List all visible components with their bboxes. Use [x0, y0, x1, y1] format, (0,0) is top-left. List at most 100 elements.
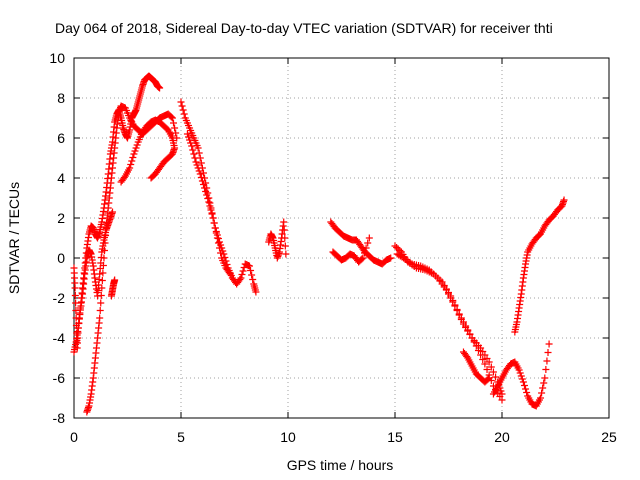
data-point: [211, 224, 219, 232]
data-point: [545, 340, 553, 348]
y-tick-label: -6: [53, 370, 66, 386]
data-point: [101, 239, 109, 247]
data-point: [96, 314, 104, 322]
data-point: [184, 133, 192, 141]
y-tick-label: 4: [57, 170, 65, 186]
data-point: [131, 147, 139, 155]
data-point: [207, 206, 215, 214]
data-point: [398, 253, 406, 261]
data-point: [195, 167, 203, 175]
data-point: [172, 129, 180, 137]
data-point: [170, 119, 178, 127]
x-tick-label: 15: [387, 429, 403, 445]
series-arc-final-rise: [511, 196, 568, 336]
data-point: [484, 375, 492, 383]
data-point: [247, 267, 255, 274]
data-point: [483, 366, 491, 373]
data-point: [71, 292, 79, 299]
data-point: [178, 102, 186, 110]
data-point: [225, 269, 233, 276]
data-point: [481, 360, 489, 368]
data-point: [387, 254, 395, 262]
x-tick-label: 10: [280, 429, 296, 445]
series-arc-deep-plunge: [83, 102, 181, 416]
data-point: [523, 389, 531, 396]
data-point: [449, 298, 457, 306]
data-point: [156, 84, 164, 92]
data-point: [515, 366, 523, 374]
data-point: [204, 195, 212, 202]
data-point: [498, 396, 506, 404]
series-arc-final-dip: [489, 340, 553, 410]
data-point: [99, 262, 107, 269]
data-point: [130, 150, 138, 158]
data-point: [199, 169, 207, 177]
data-point: [282, 250, 290, 258]
data-point: [197, 174, 205, 181]
data-point: [71, 284, 79, 292]
data-point: [102, 232, 110, 239]
y-tick-label: -8: [53, 410, 66, 426]
data-point: [201, 184, 209, 192]
data-point: [202, 188, 210, 195]
data-point: [127, 161, 135, 168]
data-point: [280, 218, 288, 226]
data-point: [560, 196, 568, 204]
data-point: [132, 144, 140, 152]
y-axis-label: SDTVAR / TECUs: [6, 182, 22, 294]
data-point: [183, 130, 191, 138]
data-point: [451, 302, 459, 310]
data-point: [96, 307, 104, 314]
data-point: [498, 390, 506, 398]
data-point: [126, 164, 134, 172]
x-axis-label: GPS time / hours: [287, 457, 394, 473]
data-point: [111, 276, 119, 284]
data-point: [394, 245, 402, 253]
data-point: [487, 363, 495, 371]
data-layer: [70, 72, 568, 416]
data-point: [203, 191, 211, 199]
data-point: [541, 374, 549, 382]
data-point: [194, 144, 202, 152]
grid-layer: [74, 58, 609, 418]
series-arc-evening-blip: [265, 218, 290, 262]
data-point: [100, 254, 108, 262]
data-point: [220, 250, 228, 258]
series-arc-late-cluster: [459, 348, 493, 386]
data-point: [97, 292, 105, 299]
data-point: [239, 267, 247, 275]
data-point: [485, 358, 493, 366]
data-point: [209, 214, 217, 222]
data-point: [249, 276, 257, 283]
data-point: [213, 234, 221, 242]
data-point: [522, 385, 530, 393]
series-arc-early-dip: [70, 208, 117, 356]
data-point: [189, 146, 197, 154]
y-tick-label: 6: [57, 130, 65, 146]
data-point: [197, 159, 205, 167]
data-point: [479, 356, 487, 363]
data-point: [453, 307, 461, 314]
data-point: [133, 141, 141, 149]
data-point: [199, 181, 207, 188]
data-point: [205, 198, 213, 206]
x-tick-label: 0: [70, 429, 78, 445]
data-point: [190, 150, 198, 158]
data-point: [196, 170, 204, 178]
data-point: [540, 379, 548, 387]
data-point: [361, 249, 369, 257]
data-point: [539, 384, 547, 392]
data-point: [489, 368, 497, 376]
data-point: [216, 244, 224, 252]
y-tick-label: 10: [49, 50, 65, 66]
data-point: [168, 114, 176, 122]
x-tick-label: 5: [177, 429, 185, 445]
data-point: [245, 262, 253, 270]
data-point: [198, 177, 206, 185]
data-point: [212, 229, 220, 237]
data-point: [210, 219, 218, 227]
plot-frame: [73, 57, 610, 419]
data-point: [252, 288, 260, 296]
ticks-layer: 0 5 10 15 20 25 -8 -6 -4 -2 0 2 4 6 8 10: [49, 50, 617, 445]
data-point: [180, 110, 188, 118]
